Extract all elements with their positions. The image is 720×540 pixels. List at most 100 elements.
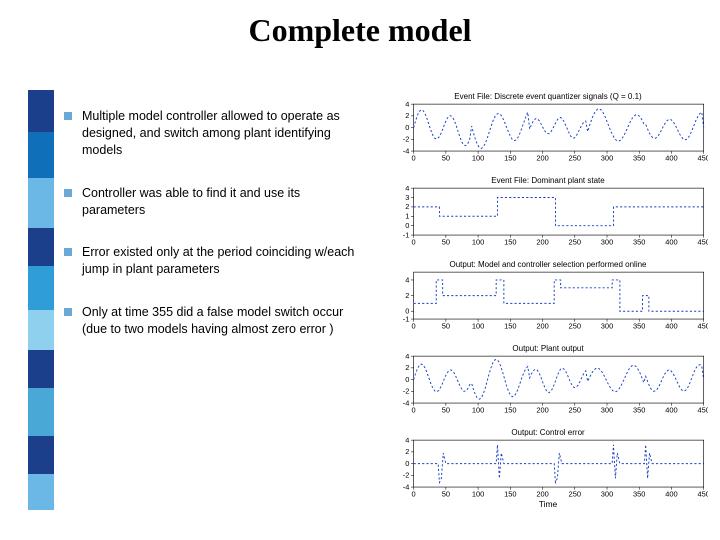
svg-text:4: 4 xyxy=(405,186,409,192)
side-color-stripe xyxy=(28,90,54,510)
svg-text:0: 0 xyxy=(405,221,409,230)
svg-text:200: 200 xyxy=(536,322,548,330)
svg-text:4: 4 xyxy=(405,275,409,284)
svg-text:150: 150 xyxy=(504,154,516,162)
svg-text:200: 200 xyxy=(536,238,548,246)
svg-text:200: 200 xyxy=(536,406,548,414)
svg-text:400: 400 xyxy=(665,490,677,498)
svg-text:-1: -1 xyxy=(403,230,410,239)
chart-panel: Event File: Discrete event quantizer sig… xyxy=(388,92,708,174)
svg-text:250: 250 xyxy=(569,238,581,246)
svg-text:150: 150 xyxy=(504,490,516,498)
svg-text:2: 2 xyxy=(405,202,409,211)
svg-text:150: 150 xyxy=(504,238,516,246)
svg-text:-2: -2 xyxy=(403,471,410,480)
svg-text:0: 0 xyxy=(412,406,416,414)
svg-text:-4: -4 xyxy=(403,482,410,491)
svg-text:-4: -4 xyxy=(403,146,410,155)
svg-text:-1: -1 xyxy=(403,314,410,323)
svg-text:2: 2 xyxy=(405,291,409,300)
chart-title: Output: Plant output xyxy=(388,344,708,353)
bullet-item: Error existed only at the period coincid… xyxy=(64,244,364,278)
svg-text:250: 250 xyxy=(569,322,581,330)
svg-text:150: 150 xyxy=(504,406,516,414)
stripe-block xyxy=(28,310,54,350)
page-title: Complete model xyxy=(0,12,720,49)
svg-text:150: 150 xyxy=(504,322,516,330)
chart-title: Output: Control error xyxy=(388,428,708,437)
svg-text:100: 100 xyxy=(472,238,484,246)
x-axis-label: Time xyxy=(388,499,708,509)
chart-title: Event File: Discrete event quantizer sig… xyxy=(388,92,708,101)
stripe-block xyxy=(28,266,54,310)
svg-text:300: 300 xyxy=(601,322,613,330)
svg-text:450: 450 xyxy=(697,490,708,498)
chart-panel: Output: Model and controller selection p… xyxy=(388,260,708,342)
svg-text:100: 100 xyxy=(472,154,484,162)
stripe-block xyxy=(28,436,54,474)
svg-text:350: 350 xyxy=(633,154,645,162)
svg-text:0: 0 xyxy=(405,307,409,316)
svg-text:50: 50 xyxy=(442,238,450,246)
bullet-square-icon xyxy=(64,189,72,197)
svg-text:0: 0 xyxy=(405,459,409,468)
bullet-square-icon xyxy=(64,308,72,316)
bullet-square-icon xyxy=(64,112,72,120)
svg-text:0: 0 xyxy=(412,322,416,330)
stripe-block xyxy=(28,90,54,132)
stripe-block xyxy=(28,178,54,228)
svg-text:450: 450 xyxy=(697,154,708,162)
stripe-block xyxy=(28,388,54,436)
stripe-block xyxy=(28,474,54,510)
svg-text:200: 200 xyxy=(536,490,548,498)
svg-text:100: 100 xyxy=(472,490,484,498)
svg-text:0: 0 xyxy=(412,154,416,162)
svg-text:2: 2 xyxy=(405,363,409,372)
svg-text:1: 1 xyxy=(405,212,409,221)
svg-text:400: 400 xyxy=(665,238,677,246)
svg-text:250: 250 xyxy=(569,406,581,414)
stripe-block xyxy=(28,228,54,266)
svg-text:300: 300 xyxy=(601,406,613,414)
bullet-text: Controller was able to find it and use i… xyxy=(82,185,364,219)
chart-title: Output: Model and controller selection p… xyxy=(388,260,708,269)
svg-text:-2: -2 xyxy=(403,387,410,396)
chart-svg: 050100150200250300350400450-101234 xyxy=(388,186,708,246)
svg-text:0: 0 xyxy=(412,238,416,246)
svg-text:400: 400 xyxy=(665,406,677,414)
svg-text:2: 2 xyxy=(405,447,409,456)
bullet-item: Only at time 355 did a false model switc… xyxy=(64,304,364,338)
svg-text:100: 100 xyxy=(472,322,484,330)
stripe-block xyxy=(28,350,54,388)
bullet-text: Error existed only at the period coincid… xyxy=(82,244,364,278)
chart-panel: Output: Plant output 0 50 100 150 200 250 300 35… xyxy=(388,344,708,426)
svg-text:300: 300 xyxy=(601,154,613,162)
svg-text:400: 400 xyxy=(665,154,677,162)
chart-svg: 050100150200250300350400450-4-2024 xyxy=(388,438,708,498)
svg-text:350: 350 xyxy=(633,322,645,330)
svg-text:50: 50 xyxy=(442,406,450,414)
bullet-item: Controller was able to find it and use i… xyxy=(64,185,364,219)
svg-text:50: 50 xyxy=(442,490,450,498)
bullet-item: Multiple model controller allowed to ope… xyxy=(64,108,364,159)
bullet-list: Multiple model controller allowed to ope… xyxy=(64,108,364,364)
svg-text:0: 0 xyxy=(405,375,409,384)
svg-text:4: 4 xyxy=(405,354,409,360)
svg-text:200: 200 xyxy=(536,154,548,162)
svg-text:250: 250 xyxy=(569,490,581,498)
charts-column: Event File: Discrete event quantizer sig… xyxy=(388,92,708,510)
svg-text:350: 350 xyxy=(633,490,645,498)
svg-text:0: 0 xyxy=(412,490,416,498)
chart-panel: Output: Control error0501001502002503003… xyxy=(388,428,708,510)
bullet-square-icon xyxy=(64,248,72,256)
svg-text:3: 3 xyxy=(405,193,409,202)
bullet-text: Only at time 355 did a false model switc… xyxy=(82,304,364,338)
svg-text:2: 2 xyxy=(405,111,409,120)
svg-text:-4: -4 xyxy=(403,398,410,407)
svg-text:4: 4 xyxy=(405,438,409,444)
chart-title: Event File: Dominant plant state xyxy=(388,176,708,185)
chart-svg: 050100150200250300350400450-1024 xyxy=(388,270,708,330)
svg-text:100: 100 xyxy=(472,406,484,414)
chart-panel: Event File: Dominant plant state 0 50 100 15… xyxy=(388,176,708,258)
svg-text:350: 350 xyxy=(633,406,645,414)
